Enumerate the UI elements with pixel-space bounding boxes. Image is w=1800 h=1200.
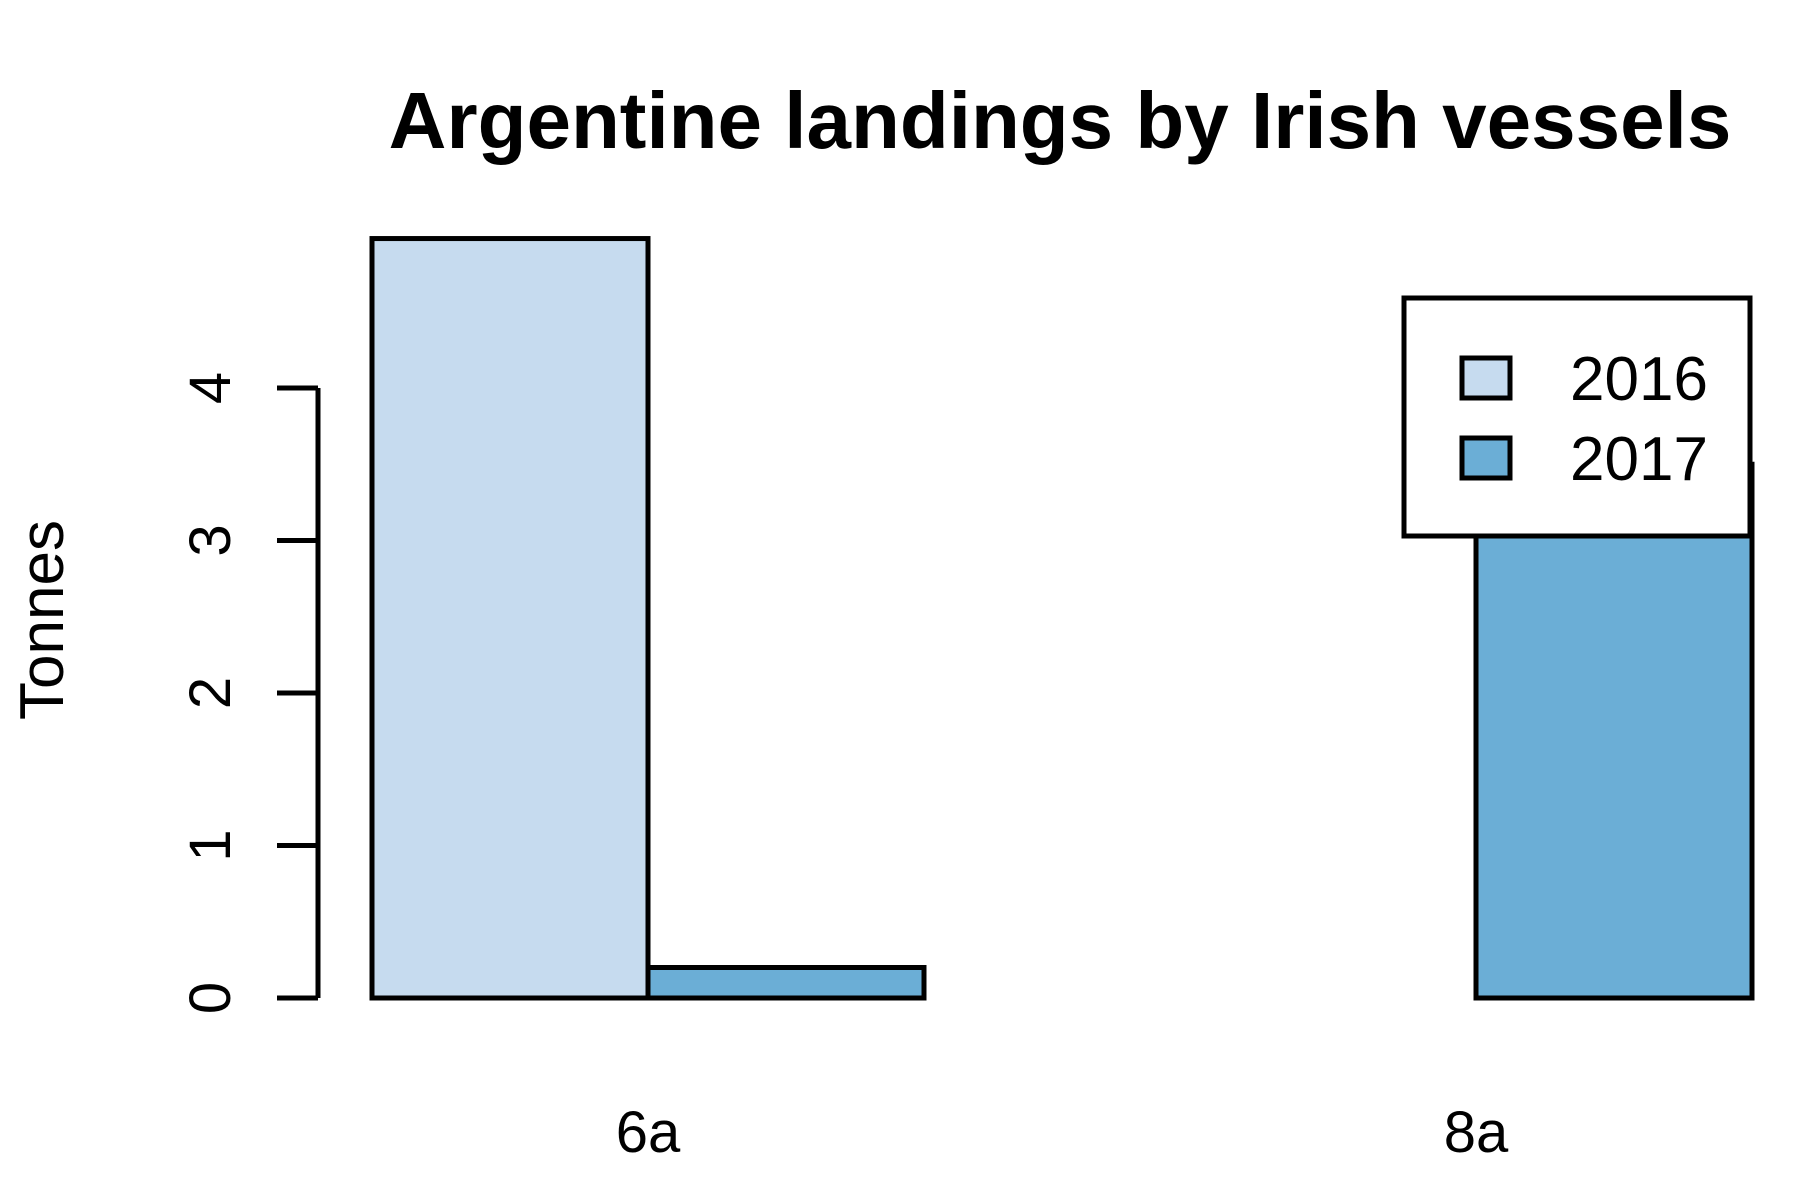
- legend-swatch-2016: [1459, 355, 1513, 401]
- y-tick-label-2: 2: [178, 677, 243, 709]
- y-axis: 0 1 2 3 4: [178, 372, 321, 1014]
- legend-label-2016: 2016: [1570, 345, 1708, 414]
- bar-6a-2016: [369, 236, 651, 1001]
- legend-box: [1401, 295, 1753, 539]
- y-tick-label-1: 1: [178, 829, 243, 861]
- y-tick-label-0: 0: [178, 982, 243, 1014]
- legend-label-2017: 2017: [1570, 425, 1708, 494]
- y-axis-label: Tonnes: [8, 520, 77, 720]
- y-tick-label-3: 3: [178, 524, 243, 556]
- bars: [369, 236, 1755, 1001]
- legend-swatch-2017: [1459, 435, 1513, 481]
- category-labels: 6a 8a: [616, 1100, 1509, 1165]
- y-tick-label-4: 4: [178, 372, 243, 404]
- bar-6a-2017: [645, 965, 927, 1001]
- bar-8a-2017: [1473, 461, 1755, 1001]
- legend: 2016 2017: [1401, 295, 1753, 539]
- category-label-6a: 6a: [616, 1100, 681, 1165]
- category-label-8a: 8a: [1444, 1100, 1509, 1165]
- chart-title: Argentine landings by Irish vessels: [389, 76, 1732, 165]
